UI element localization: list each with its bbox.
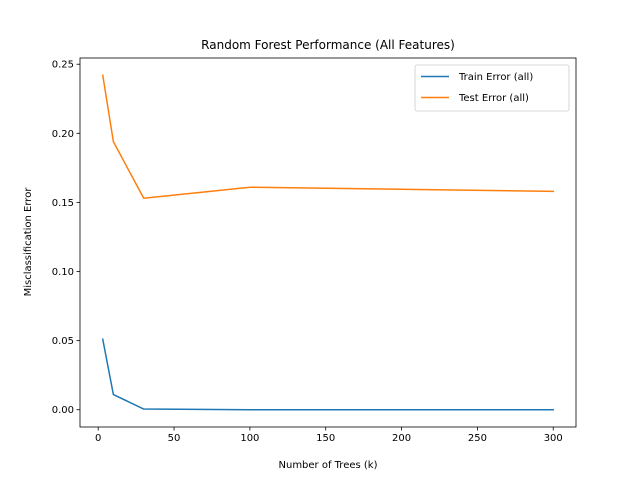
series-layer — [101, 74, 555, 411]
y-tick-label-3: 0.10 — [52, 267, 74, 278]
legend-label-1: Train Error (all) — [458, 72, 533, 83]
x-tick-label-1: 0 — [95, 433, 101, 444]
axes-layer: 0 50 100 150 200 250 300 0.00 0.05 0.10 0.15 0.20 0.… — [52, 57, 577, 444]
legend: Train Error (all) Test Error (all) — [414, 64, 570, 112]
x-tick-label-3: 100 — [240, 433, 259, 444]
x-tick-label-2: 50 — [168, 433, 181, 444]
x-tick-label-7: 300 — [544, 433, 563, 444]
x-tick-label-6: 250 — [468, 433, 487, 444]
y-axis-label: Misclassification Error — [23, 187, 34, 297]
chart-title: Random Forest Performance (All Features) — [201, 38, 455, 52]
legend-box — [414, 64, 570, 112]
series-line-1 — [101, 338, 554, 411]
x-tick-label-4: 150 — [316, 433, 335, 444]
y-tick-label-6: 0.25 — [52, 60, 74, 71]
y-tick-label-1: 0.00 — [52, 405, 74, 416]
x-axis-label: Number of Trees (k) — [279, 460, 378, 471]
y-tick-label-2: 0.05 — [52, 336, 74, 347]
series-line-2 — [101, 74, 555, 200]
legend-label-2: Test Error (all) — [458, 93, 529, 104]
y-tick-label-5: 0.20 — [52, 129, 74, 140]
y-tick-label-4: 0.15 — [52, 198, 74, 209]
plot-frame — [79, 57, 577, 428]
x-tick-label-5: 200 — [392, 433, 411, 444]
